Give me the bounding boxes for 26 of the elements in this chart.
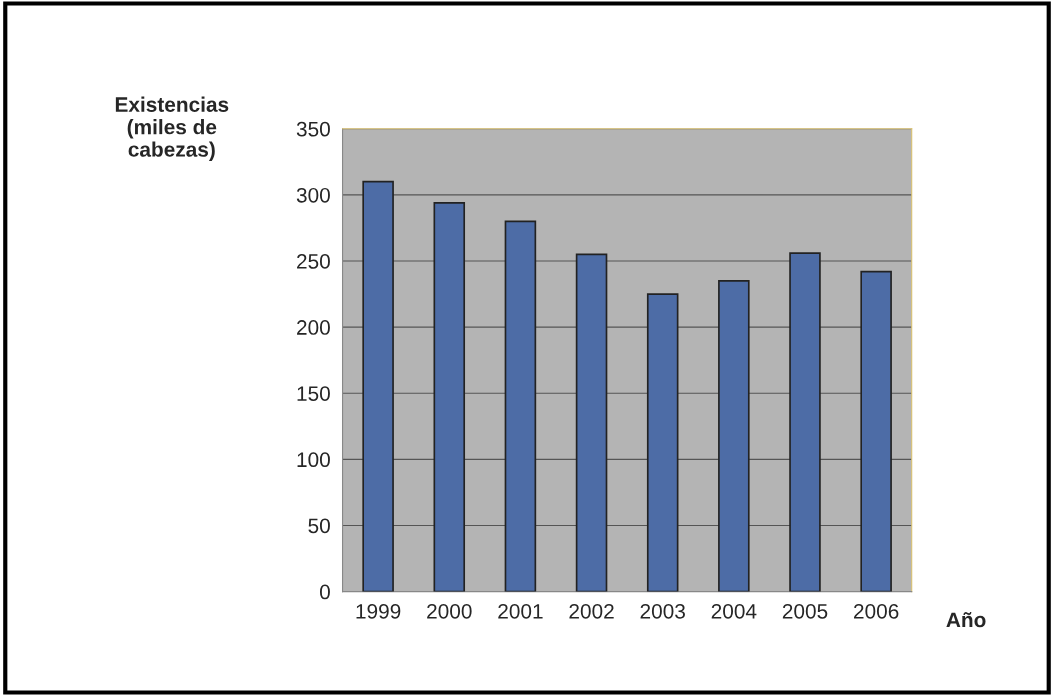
y-tick-label: 350	[296, 121, 330, 137]
x-tick-label: 2004	[711, 603, 757, 619]
x-tick-label: 2000	[427, 603, 472, 619]
x-tick-label: 1999	[356, 603, 401, 619]
x-tick-label: 2001	[498, 603, 543, 619]
y-tick-label: 0	[319, 584, 330, 600]
y-tick-label: 150	[297, 386, 330, 401]
x-tick-label: 2002	[569, 603, 614, 619]
bar	[860, 270, 892, 592]
bar	[575, 253, 608, 592]
bar	[646, 293, 679, 592]
y-tick-label: 300	[296, 187, 330, 203]
x-axis-title: Año	[946, 612, 986, 628]
y-axis-title: Existencias (miles de cabezas)	[115, 96, 229, 161]
bar	[718, 280, 750, 592]
y-tick-label: 250	[297, 254, 330, 269]
bar	[362, 180, 394, 592]
x-tick-label: 2006	[854, 603, 899, 619]
bar	[789, 252, 821, 592]
y-tick-label: 50	[308, 518, 330, 534]
bar	[433, 201, 466, 592]
x-tick-label: 2005	[782, 603, 828, 619]
y-tick-label: 100	[297, 452, 330, 468]
x-tick-label: 2003	[640, 603, 685, 619]
bar	[504, 220, 537, 592]
y-tick-label: 200	[297, 320, 330, 335]
